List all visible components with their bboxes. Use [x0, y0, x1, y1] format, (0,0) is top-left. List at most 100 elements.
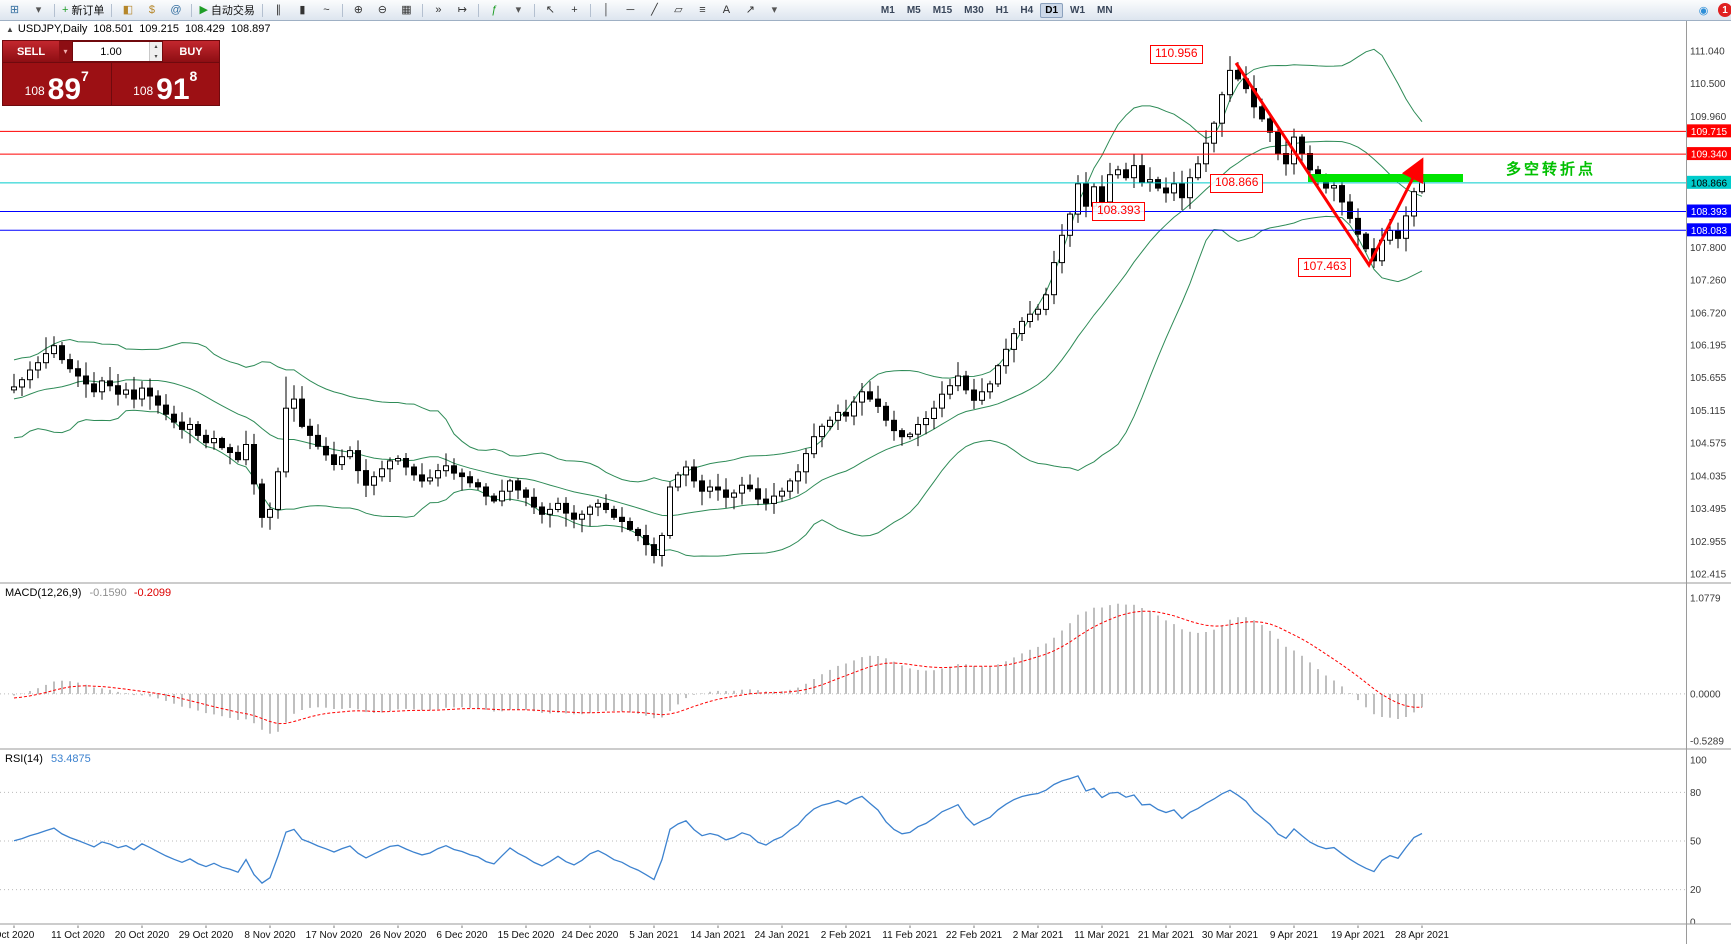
price-axis-label: 104.575 [1690, 439, 1727, 450]
volume-input[interactable]: 1.00 ▴ ▾ [72, 41, 163, 62]
market-watch-icon[interactable]: ◧ [116, 1, 139, 20]
date-axis-label: Oct 2020 [0, 930, 35, 941]
trend-zigzag-line[interactable] [1234, 62, 1424, 268]
toolbar-separator [477, 3, 479, 17]
line-chart-icon: ~ [323, 3, 330, 16]
arrows-icon[interactable]: ↗ [739, 1, 762, 20]
timeframe-w1[interactable]: W1 [1070, 4, 1086, 16]
terminal-icon[interactable]: @ [164, 1, 187, 20]
timeframe-m15[interactable]: M15 [932, 4, 953, 16]
timeframe-m5[interactable]: M5 [906, 4, 921, 16]
toolbar-buttons: ⊞ ▾ + 新订单 ◧ $ @ ▶ 自动交易 ∥ ▮ ~ ⊕ ⊖ ▦» ↦ ƒ ▾ ↖ + │ ─ ╱ ▱ ≡ A ↗ ▾ [3, 1, 786, 20]
text-label-icon: A [722, 3, 731, 16]
tile-windows-icon: ▦ [401, 3, 412, 16]
price-axis-label: 107.260 [1690, 276, 1727, 287]
timeframe-m30[interactable]: M30 [964, 4, 984, 16]
toolbar-separator [589, 3, 591, 17]
pivot-line-108866-price-tag [1687, 175, 1731, 189]
horizontal-levels: 109.715 109.340 108.866 108.393 108.083 [0, 124, 1731, 237]
candlestick-chart-icon[interactable]: ▮ [291, 1, 314, 20]
timeframe-mn[interactable]: MN [1097, 4, 1113, 16]
volume-up-icon[interactable]: ▴ [150, 42, 162, 52]
bollinger-bands [13, 48, 1423, 557]
notifications-count-badge[interactable]: 1 [1718, 3, 1731, 17]
price-label-support[interactable]: 108.393 [1092, 202, 1146, 221]
sell-price-display[interactable]: 108 89 7 [3, 63, 111, 105]
price-label-high[interactable]: 110.956 [1150, 45, 1203, 64]
macd-axis-label: 1.0779 [1690, 594, 1721, 605]
indicators-icon[interactable]: ƒ [483, 1, 506, 20]
line-chart-icon[interactable]: ~ [315, 1, 338, 20]
text-label-icon[interactable]: A [715, 1, 738, 20]
price-axis-label: 105.655 [1690, 373, 1727, 384]
toolbar-right-icons: ◉ 1 [1692, 1, 1731, 20]
rsi-name: RSI(14) [5, 753, 43, 765]
fibonacci-icon: ≡ [699, 3, 706, 16]
rsi-indicator-label: RSI(14) 53.4875 [5, 753, 91, 765]
volume-value[interactable]: 1.00 [100, 45, 122, 58]
buy-button[interactable]: BUY [163, 41, 219, 62]
price-label-low[interactable]: 107.463 [1298, 258, 1352, 277]
turning-point-highlight-bar[interactable] [1308, 174, 1463, 182]
cursor-icon: ↖ [545, 3, 556, 16]
rsi-value: 53.4875 [50, 753, 91, 765]
toolbar-separator [533, 3, 535, 17]
toolbar-separator [341, 3, 343, 17]
new-chart-icon[interactable]: ⊞ [3, 1, 26, 20]
autotrading-button[interactable]: ▶ 自动交易 [196, 1, 257, 20]
chart-quote-line: ▲ USDJPY,Daily 108.501 109.215 108.429 1… [6, 23, 270, 35]
volume-down-icon[interactable]: ▾ [150, 51, 162, 61]
date-axis-label: 15 Dec 2020 [498, 930, 555, 941]
toolbar-separator [111, 3, 113, 17]
price-axis-label: 102.955 [1690, 537, 1727, 548]
date-axis-label: 20 Oct 2020 [115, 930, 170, 941]
zoom-out-icon[interactable]: ⊖ [371, 1, 394, 20]
symbol-period-label: USDJPY,Daily [17, 23, 88, 35]
pivot-line-108866-price-tag-text: 108.866 [1691, 178, 1728, 189]
zoom-in-icon[interactable]: ⊕ [347, 1, 370, 20]
date-axis-label: 9 Apr 2021 [1270, 930, 1319, 941]
bollinger-middle-band [13, 140, 1423, 517]
macd-main-value: -0.1590 [89, 587, 127, 599]
fibonacci-icon[interactable]: ≡ [691, 1, 714, 20]
channel-icon[interactable]: ▱ [667, 1, 690, 20]
community-icon[interactable]: ◉ [1698, 4, 1709, 17]
date-axis-label: 11 Mar 2021 [1074, 930, 1130, 941]
vertical-line-icon[interactable]: │ [595, 1, 618, 20]
sell-button[interactable]: SELL [3, 41, 59, 62]
horizontal-line-icon[interactable]: ─ [619, 1, 642, 20]
macd-name: MACD(12,26,9) [5, 587, 82, 599]
one-click-toggle-icon[interactable]: ▲ [6, 24, 14, 34]
timeframe-d1[interactable]: D1 [1040, 2, 1064, 18]
order-type-dropdown-icon[interactable]: ▾ [59, 41, 72, 62]
macd-signal-line [13, 610, 1422, 725]
date-axis-label: 28 Apr 2021 [1395, 930, 1449, 941]
tile-windows-icon[interactable]: ▦ [395, 1, 418, 20]
timeframe-m1[interactable]: M1 [880, 4, 895, 16]
objects-dropdown-icon[interactable]: ▾ [763, 1, 786, 20]
buy-price-display[interactable]: 108 91 8 [110, 63, 220, 105]
price-label-zone[interactable]: 108.866 [1210, 174, 1264, 193]
macd-indicator-label: MACD(12,26,9) -0.1590 -0.2099 [5, 587, 171, 599]
trendline-icon[interactable]: ╱ [643, 1, 666, 20]
quote-open: 108.501 [93, 23, 134, 35]
profiles-dropdown-icon[interactable]: ▾ [27, 1, 50, 20]
price-axis-label: 109.960 [1690, 112, 1727, 123]
bollinger-upper-band [13, 48, 1423, 483]
cursor-icon[interactable]: ↖ [539, 1, 562, 20]
toolbar-separator [421, 3, 423, 17]
bars-chart-icon[interactable]: ∥ [267, 1, 290, 20]
data-window-icon[interactable]: $ [140, 1, 163, 20]
volume-stepper[interactable]: ▴ ▾ [149, 42, 162, 61]
new-order-button[interactable]: + 新订单 [59, 1, 107, 20]
timeframe-h4[interactable]: H4 [1020, 4, 1034, 16]
crosshair-icon[interactable]: + [563, 1, 586, 20]
one-click-trading-panel: SELL ▾ 1.00 ▴ ▾ BUY 108 89 7 108 91 8 [2, 40, 220, 106]
timeframe-h1[interactable]: H1 [995, 4, 1009, 16]
chart-shift-icon[interactable]: ↦ [451, 1, 474, 20]
date-axis-label: 11 Feb 2021 [882, 930, 938, 941]
macd-axis-label: 0.0000 [1690, 689, 1721, 700]
indicators-dropdown-icon[interactable]: ▾ [507, 1, 530, 20]
turning-point-label[interactable]: 多空转折点 [1506, 161, 1597, 178]
auto-scroll-icon[interactable]: » [427, 1, 450, 20]
